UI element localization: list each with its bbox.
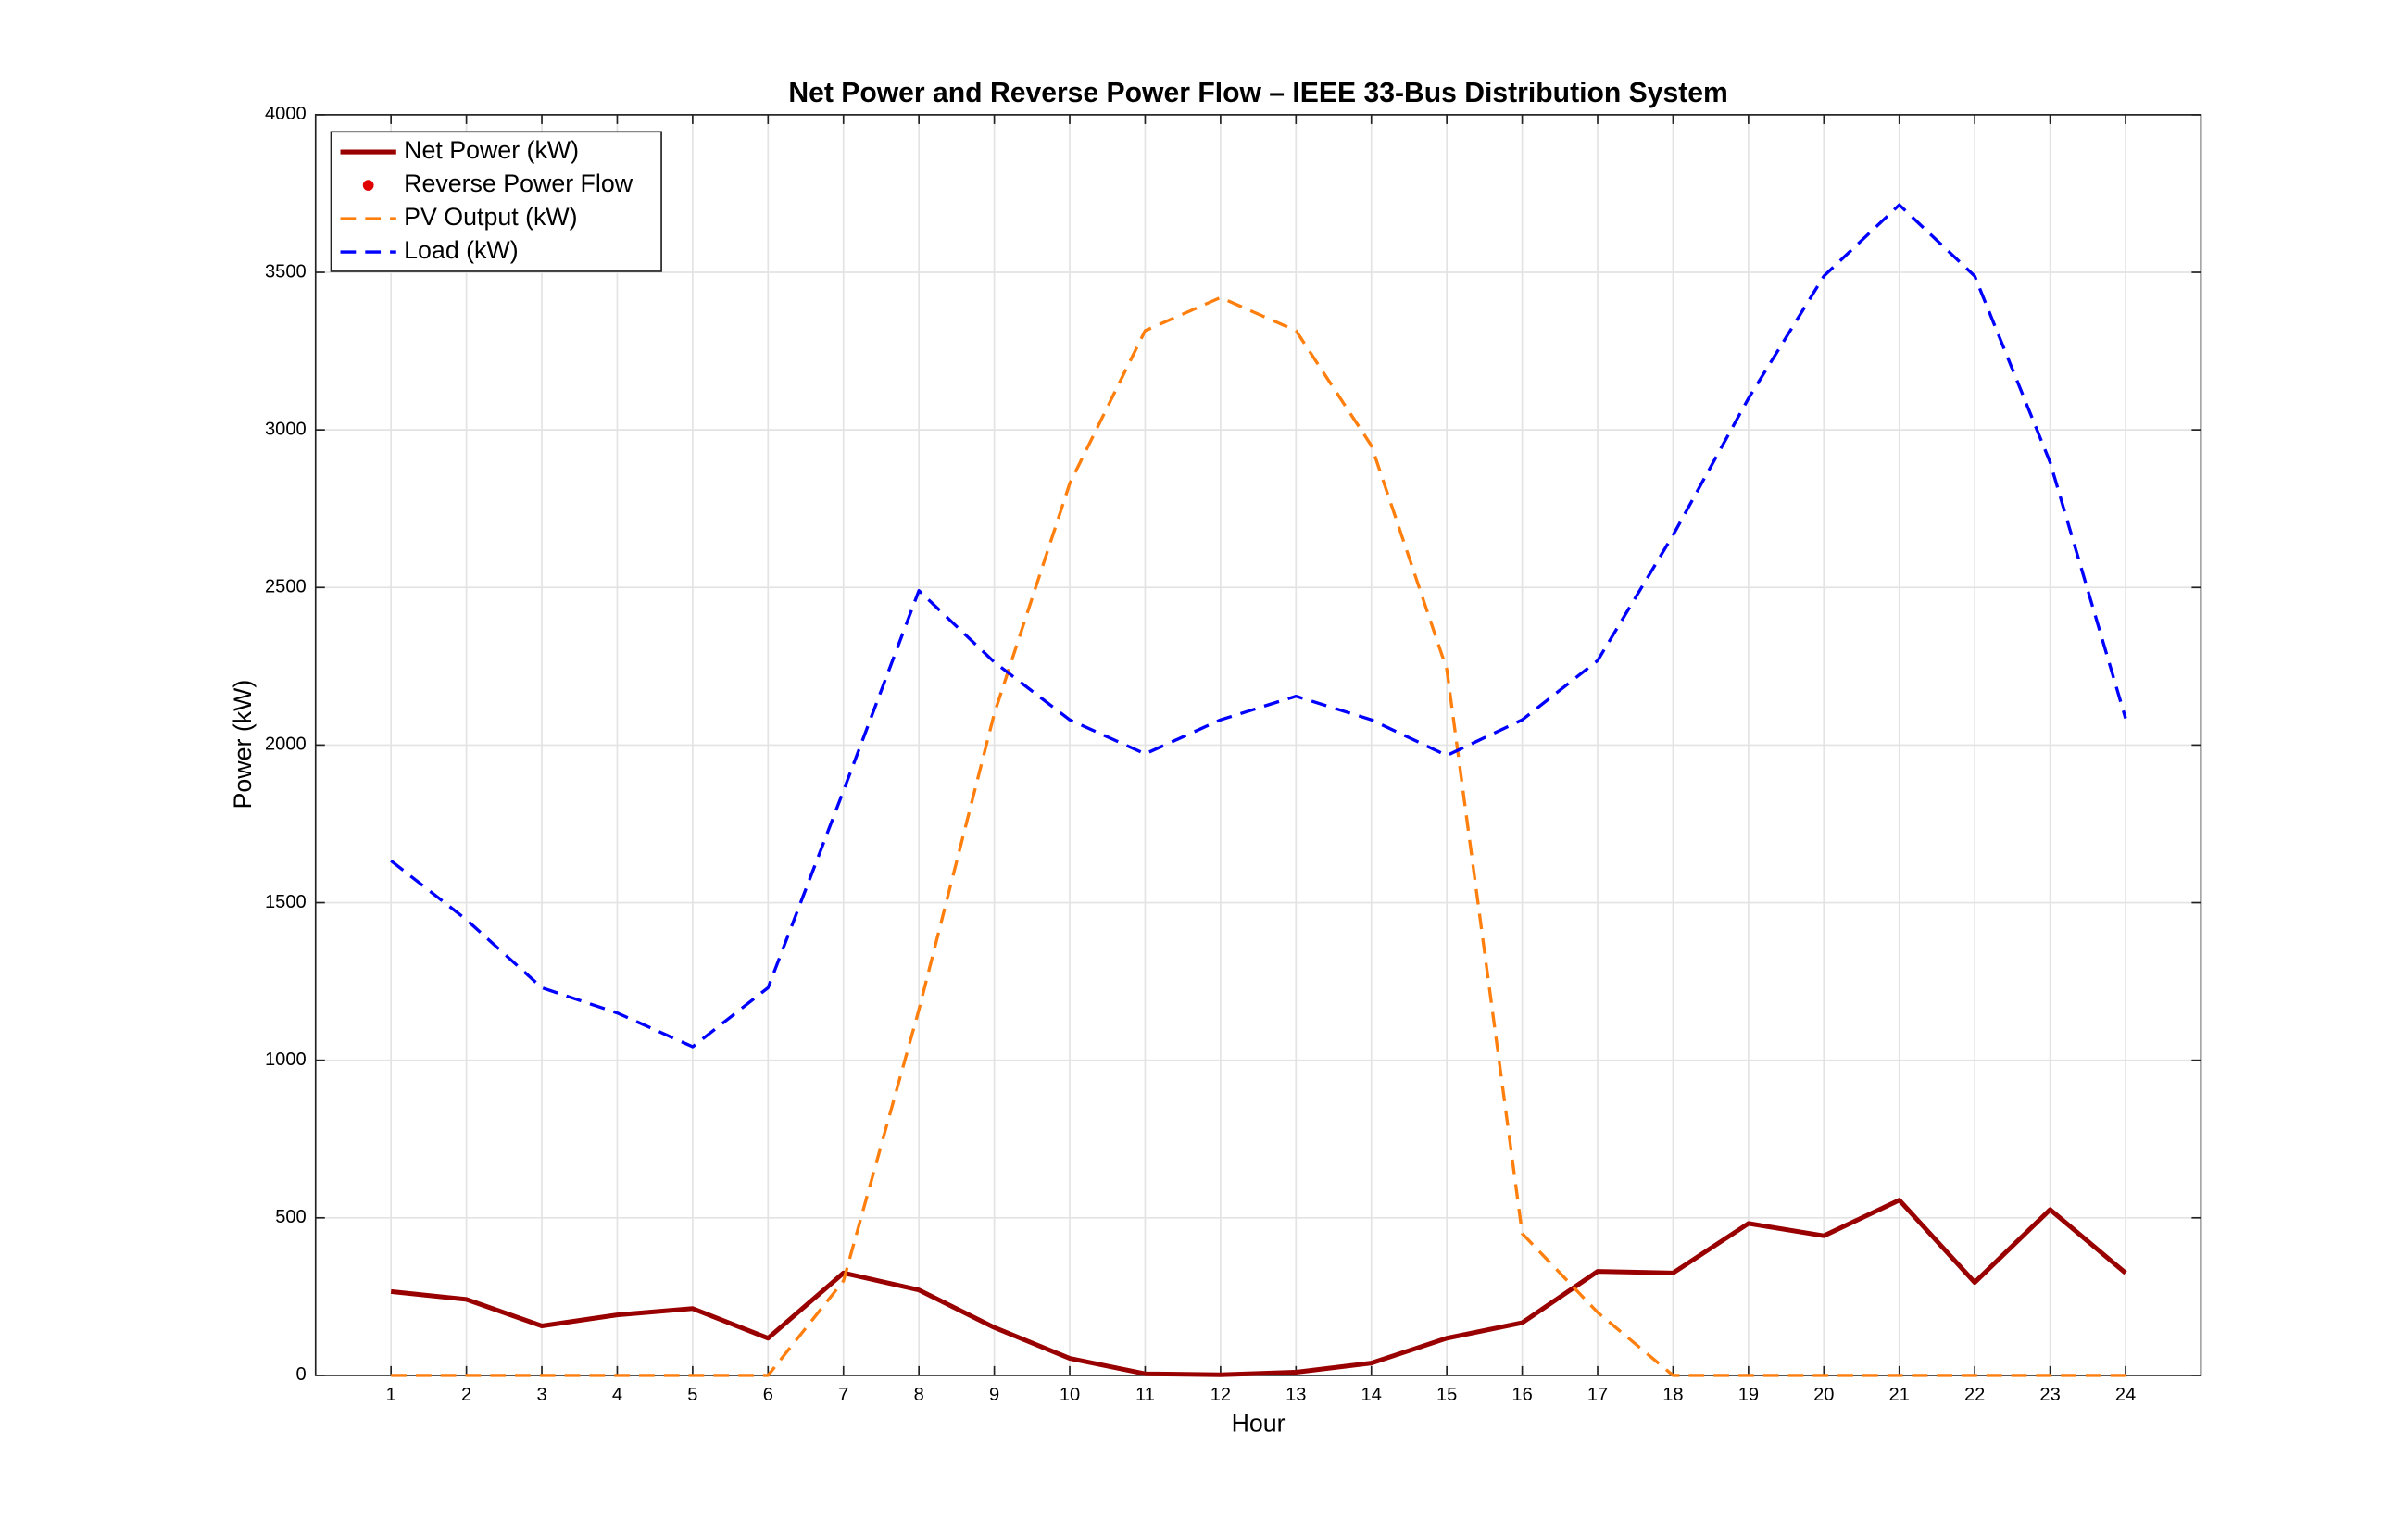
x-tick-label: 5 xyxy=(687,1385,697,1405)
y-tick-label: 3500 xyxy=(265,261,307,282)
x-tick-label: 18 xyxy=(1662,1385,1683,1405)
legend-label: PV Output (kW) xyxy=(404,203,577,231)
y-tick-label: 0 xyxy=(296,1364,307,1385)
x-tick-label: 6 xyxy=(763,1385,773,1405)
y-tick-label: 2500 xyxy=(265,577,307,597)
legend-label: Net Power (kW) xyxy=(404,136,579,164)
x-tick-label: 7 xyxy=(838,1385,848,1405)
y-tick-label: 4000 xyxy=(265,104,307,124)
x-tick-label: 15 xyxy=(1436,1385,1457,1405)
x-tick-label: 1 xyxy=(386,1385,396,1405)
series-line xyxy=(391,295,2126,1377)
y-axis-label: Power (kW) xyxy=(229,680,257,810)
x-tick-label: 12 xyxy=(1210,1385,1231,1405)
x-tick-label: 14 xyxy=(1361,1385,1382,1405)
x-tick-label: 3 xyxy=(536,1385,546,1405)
x-tick-label: 13 xyxy=(1286,1385,1306,1405)
x-tick-label: 11 xyxy=(1135,1385,1155,1405)
series-line xyxy=(390,1198,2127,1377)
y-tick-label: 3000 xyxy=(265,419,307,439)
chart-title: Net Power and Reverse Power Flow – IEEE … xyxy=(788,78,1728,108)
x-axis-label: Hour xyxy=(1232,1410,1286,1438)
x-tick-label: 8 xyxy=(914,1385,924,1405)
x-tick-label: 24 xyxy=(2115,1385,2136,1405)
legend-label: Reverse Power Flow xyxy=(404,170,633,197)
x-tick-label: 21 xyxy=(1889,1385,1910,1405)
x-tick-label: 10 xyxy=(1060,1385,1080,1405)
legend-marker xyxy=(362,180,374,191)
legend-box xyxy=(330,131,662,272)
y-tick-label: 1000 xyxy=(265,1049,307,1070)
y-tick-label: 500 xyxy=(275,1207,307,1227)
y-tick-label: 1500 xyxy=(265,892,307,912)
x-tick-label: 20 xyxy=(1813,1385,1834,1405)
x-tick-label: 17 xyxy=(1587,1385,1608,1405)
x-tick-label: 16 xyxy=(1511,1385,1532,1405)
x-tick-label: 23 xyxy=(2039,1385,2060,1405)
x-tick-label: 22 xyxy=(1964,1385,1985,1405)
x-tick-label: 9 xyxy=(989,1385,999,1405)
x-tick-label: 2 xyxy=(461,1385,471,1405)
x-tick-label: 4 xyxy=(612,1385,622,1405)
y-tick-label: 2000 xyxy=(265,735,307,755)
legend-label: Load (kW) xyxy=(404,236,518,264)
x-tick-label: 19 xyxy=(1738,1385,1759,1405)
